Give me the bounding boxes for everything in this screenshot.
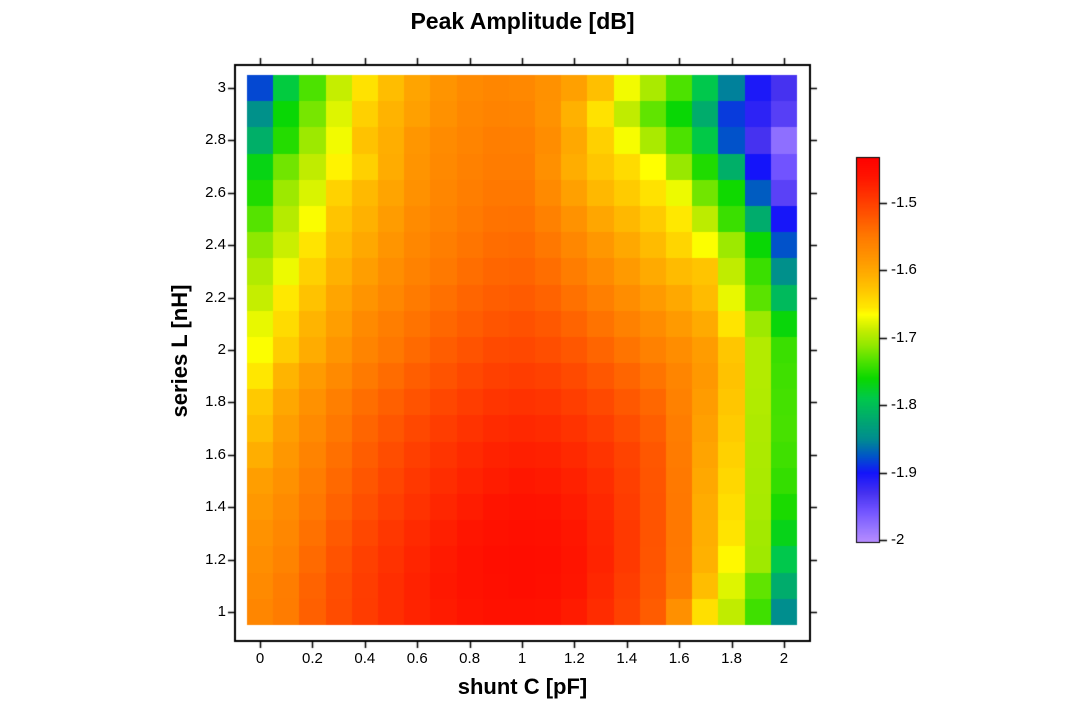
- y-tick-label: 2.4: [205, 236, 226, 254]
- x-tick-label: 0: [255, 650, 265, 667]
- y-tick-label: 1: [217, 602, 226, 620]
- y-tick-label: 2: [217, 341, 226, 358]
- chart-title: Peak Amplitude [dB]: [410, 8, 635, 34]
- x-tick-label: 1.8: [721, 650, 742, 667]
- x-axis-label: shunt C [pF]: [457, 674, 588, 699]
- y-tick-label: 3: [217, 79, 226, 97]
- y-tick-label: 1.6: [205, 445, 226, 463]
- y-tick-label: 2.6: [205, 183, 226, 201]
- x-tick-label: 1: [517, 650, 527, 667]
- x-tick-label: 1.4: [616, 650, 638, 667]
- x-tick-label: 0.8: [459, 650, 481, 667]
- colorbar-tick-label: -1.8: [891, 396, 917, 414]
- colorbar-tick-label: -1.9: [891, 463, 917, 481]
- x-tick-label: 0.4: [354, 650, 376, 667]
- x-tick-label: 0.6: [406, 650, 428, 667]
- colorbar-tick-label: -1.6: [891, 261, 917, 279]
- colorbar-tick-label: -2: [891, 530, 905, 548]
- y-tick-label: 2.2: [205, 288, 226, 306]
- y-tick-label: 1.4: [205, 498, 226, 516]
- x-tick-label: 2: [779, 650, 789, 667]
- y-tick-label: 1.2: [205, 550, 226, 568]
- x-tick-label: 1.6: [668, 650, 690, 667]
- y-tick-label: 2.8: [205, 131, 226, 149]
- x-tick-label: 0.2: [302, 650, 323, 667]
- y-tick-label: 1.8: [205, 393, 226, 411]
- colorbar-tick-label: -1.5: [891, 193, 917, 211]
- x-tick-label: 1.2: [563, 650, 585, 667]
- colorbar-tick-label: -1.7: [891, 328, 917, 346]
